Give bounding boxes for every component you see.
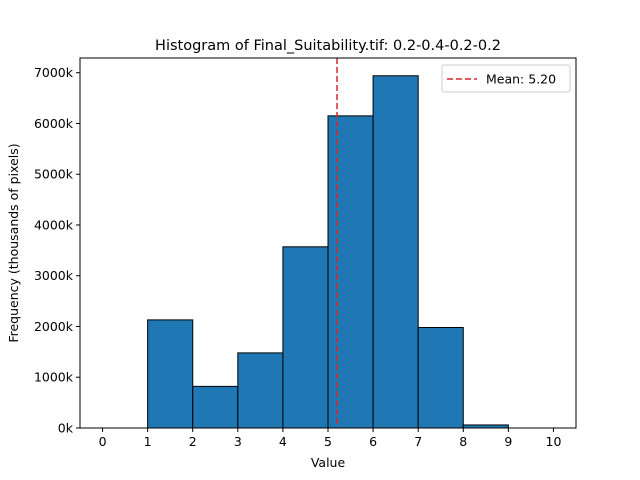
y-tick-label-3: 3000k	[34, 268, 74, 283]
x-tick-label-1: 1	[144, 434, 152, 449]
x-tick-label-7: 7	[414, 434, 422, 449]
x-tick-label-8: 8	[459, 434, 467, 449]
legend-label-mean: Mean: 5.20	[486, 72, 556, 87]
histogram-bar-4	[282, 246, 329, 429]
y-axis-label: Frequency (thousands of pixels)	[6, 143, 21, 342]
legend: Mean: 5.20	[441, 64, 571, 93]
x-tick-label-10: 10	[546, 434, 562, 449]
y-tick-label-4: 4000k	[34, 217, 74, 232]
histogram-bar-7	[417, 327, 464, 429]
y-tick-label-5: 5000k	[34, 167, 74, 182]
y-axis-ticks: 0k 1000k 2000k 3000k 4000k 5000k 6000k 7000k	[34, 65, 80, 436]
chart-title: Histogram of Final_Suitability.tif: 0.2-…	[155, 38, 501, 54]
x-axis-ticks: 0 1 2 3 4 5 6 7 8 9 10	[99, 428, 562, 449]
histogram-bar-3	[237, 352, 284, 429]
x-tick-label-6: 6	[369, 434, 377, 449]
y-tick-label-0: 0k	[58, 421, 74, 436]
bars-group	[147, 75, 509, 429]
x-tick-label-9: 9	[504, 434, 512, 449]
x-axis-label: Value	[311, 455, 346, 470]
x-tick-label-0: 0	[99, 434, 107, 449]
y-tick-label-7: 7000k	[34, 65, 74, 80]
histogram-bar-5	[327, 115, 374, 429]
x-tick-label-4: 4	[279, 434, 287, 449]
histogram-bar-2	[192, 385, 239, 429]
legend-box	[441, 64, 571, 93]
y-tick-label-2: 2000k	[34, 319, 74, 334]
x-tick-label-2: 2	[189, 434, 197, 449]
y-tick-label-1: 1000k	[34, 370, 74, 385]
x-tick-label-5: 5	[324, 434, 332, 449]
x-tick-label-3: 3	[234, 434, 242, 449]
histogram-bar-6	[372, 75, 419, 429]
y-tick-label-6: 6000k	[34, 116, 74, 131]
histogram-bar-1	[147, 319, 194, 429]
plot-frame	[79, 57, 577, 429]
